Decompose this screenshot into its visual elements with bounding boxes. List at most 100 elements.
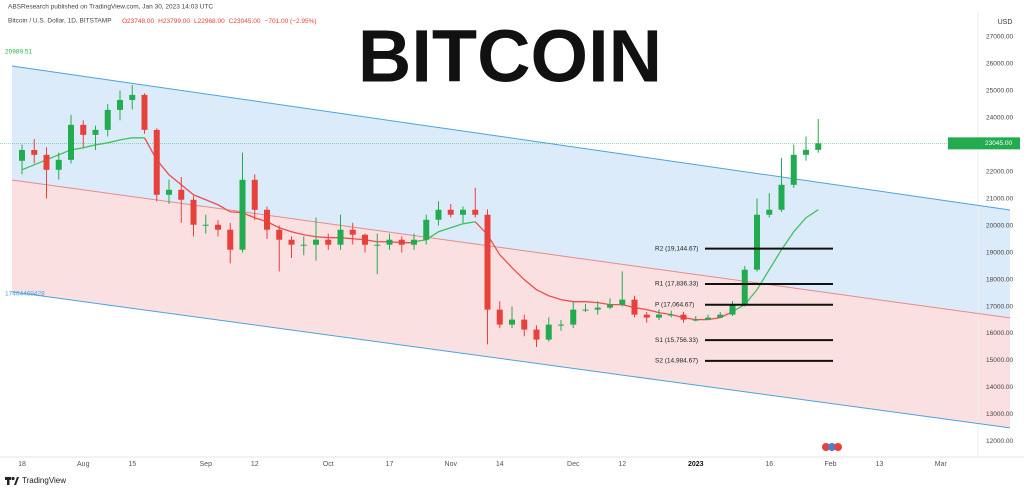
candle-body [411,239,417,245]
candle-body [239,179,246,250]
candle-body [349,229,356,235]
candle-body [790,154,797,185]
x-tick-label: Sep [200,461,213,468]
candle-body [190,199,197,225]
x-tick-label: 2023 [688,461,704,468]
logo [5,476,19,485]
channel-fill [12,179,1010,428]
ohlc-value: H23799.00 [158,18,190,25]
candle-body [754,214,760,270]
candle-body [741,269,748,305]
y-tick-label: 12000.00 [986,438,1013,445]
candle-body [545,324,552,340]
pivot-label: P (17,064.67) [655,302,694,309]
y-tick-label: 21000.00 [986,195,1013,202]
ohlc-value: C23045.00 [229,18,261,25]
ohlc-value: L22968.00 [194,18,225,25]
ohlc-value: O23748.00 [122,18,155,25]
y-tick-label: 13000.00 [986,411,1013,418]
candle-body [643,314,650,318]
candle-body [104,109,111,130]
candle-body [533,329,540,340]
candle-body [313,239,319,245]
candle-body [570,309,577,325]
candle-body [423,219,430,240]
x-tick-label: 12 [618,461,626,468]
candle-body [582,309,589,311]
symbol: Bitcoin / U.S. Dollar, 1D, BITSTAMP [8,18,112,25]
candle-body [668,314,675,316]
candle-body [202,224,209,226]
candle-body [619,299,626,305]
x-tick-label: 13 [876,461,884,468]
candle-body [153,129,160,195]
candle-body [484,214,491,310]
y-tick-label: 19000.00 [986,249,1013,256]
footer-brand: TradingView [22,476,66,485]
trendline [11,179,1011,319]
candle-body [166,189,172,195]
candle-body [92,129,99,135]
candle-body [766,209,773,215]
y-tick-label: 14000.00 [986,384,1013,391]
candle-body [264,209,270,230]
candle-body [386,239,393,245]
candle-body [362,234,368,245]
side-label: 20989.51 [5,49,32,56]
candle-body [815,143,822,150]
candle-body [325,239,332,245]
x-tick-label: Aug [77,461,90,468]
x-tick-label: 17 [386,461,394,468]
candle-body [447,209,454,215]
candle-body [594,307,601,310]
y-tick-label: 24000.00 [986,114,1013,121]
candle-body [656,314,662,318]
last-price-label: 23045.00 [985,140,1012,147]
candle-body [496,309,503,325]
candle-body [717,314,724,318]
x-tick-label: Mar [935,461,948,468]
x-tick-label: 14 [496,461,504,468]
candle-body [227,229,234,250]
candle-body [288,239,295,245]
candle-body [141,94,148,130]
candle-body [178,189,185,200]
x-tick-label: 15 [128,461,136,468]
candle-body [398,239,405,245]
candle-body [778,184,785,210]
candle-body [607,304,613,308]
x-tick-label: 16 [765,461,773,468]
publisher: ABSResearch published on TradingView.com… [8,4,213,11]
x-tick-label: Dec [567,461,580,468]
candle-body [509,319,515,325]
y-tick-label: 26000.00 [986,60,1013,67]
candle-body [631,299,638,315]
trendline [11,65,1011,211]
candle-body [460,209,466,215]
candle-body [19,149,25,161]
candle-body [374,244,381,246]
ohlc-value: −701.00 (−2.95%) [265,18,317,25]
x-tick-label: 12 [251,461,259,468]
y-tick-label: 18000.00 [986,276,1013,283]
side-label: 17464469428 [5,291,45,298]
chart-title: BITCOIN [358,15,662,98]
y-tick-label: 25000.00 [986,87,1013,94]
x-tick-label: Feb [824,461,836,468]
pivot-label: S2 (14,984.67) [655,358,698,365]
channel-fill [12,65,1010,318]
candle-body [300,244,307,246]
candle-body [251,179,258,210]
last-price-badge [948,137,1020,150]
candle-body [43,154,50,170]
candle-body [276,229,283,240]
event-icons [822,443,842,451]
currency: USD [998,19,1013,26]
candle-body [472,209,479,215]
candle-body [55,159,62,170]
x-tick-label: 18 [18,461,26,468]
y-tick-label: 20000.00 [986,222,1013,229]
candle-body [80,124,87,135]
candle-body [558,324,564,326]
candle-body [705,317,711,320]
